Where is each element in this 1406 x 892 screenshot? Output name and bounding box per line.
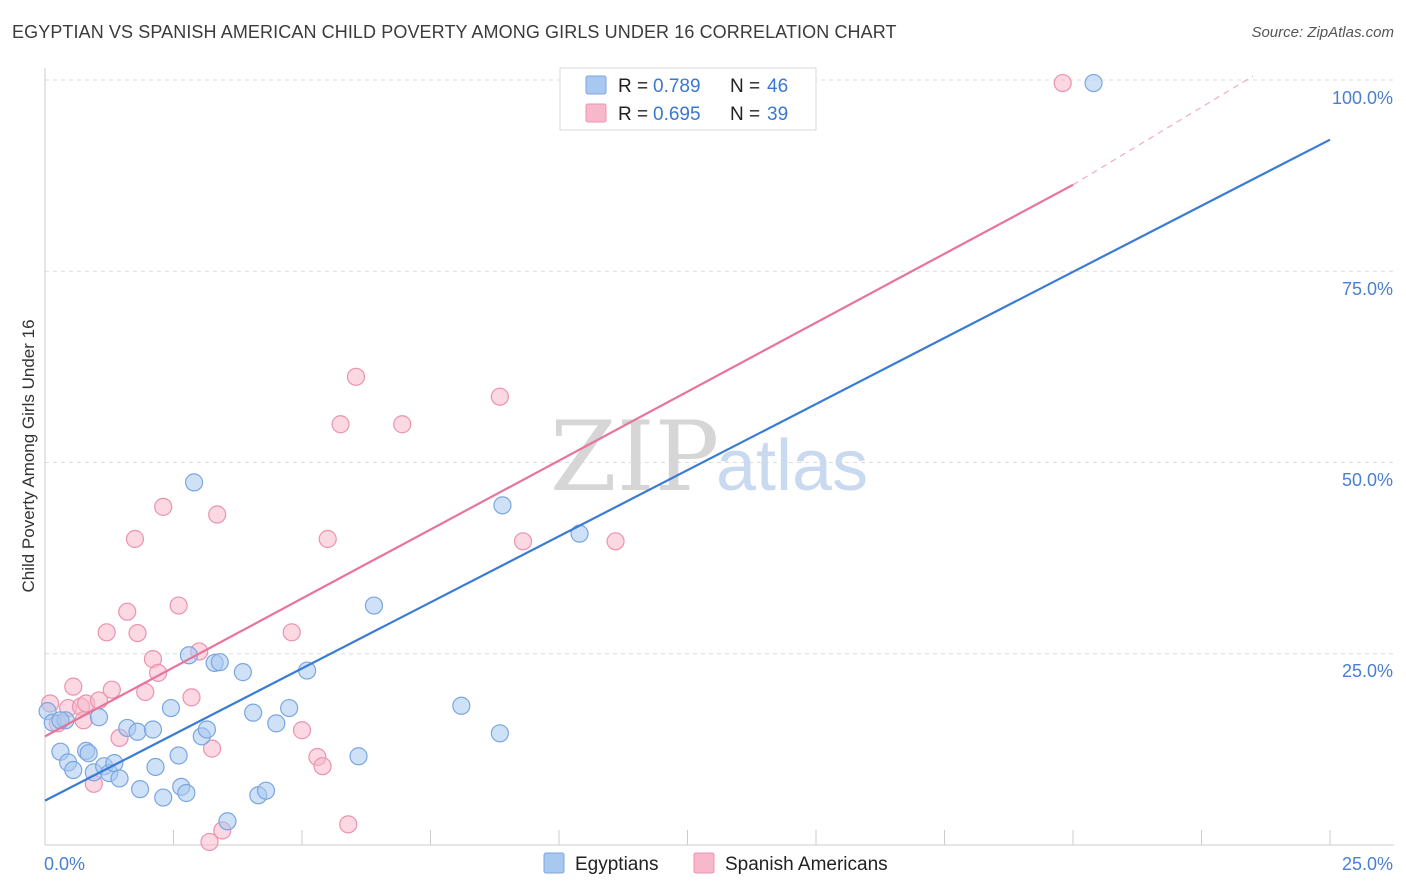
spanish-americans-point bbox=[128, 623, 147, 643]
egyptians-point bbox=[169, 746, 188, 765]
y-tick-label-100: 100.0% bbox=[1332, 88, 1393, 108]
x-tick-label-0: 0.0% bbox=[44, 854, 85, 874]
spanish-americans-point bbox=[1053, 73, 1072, 93]
egyptians-point bbox=[64, 760, 83, 780]
egyptians-point bbox=[490, 724, 509, 743]
series-spanish-americans-points bbox=[41, 73, 1072, 852]
egyptians-point bbox=[267, 714, 286, 733]
spanish-americans-point bbox=[282, 623, 301, 642]
egyptians-point bbox=[154, 788, 173, 807]
egyptians-point bbox=[210, 653, 229, 672]
y-tick-label-25: 25.0% bbox=[1342, 661, 1393, 681]
spanish-americans-point bbox=[606, 532, 625, 551]
egyptians-point bbox=[197, 720, 217, 739]
spanish-americans-point bbox=[154, 497, 173, 516]
spanish-americans-point bbox=[97, 623, 116, 642]
egyptians-point bbox=[89, 708, 109, 727]
legend-r-value-egyptians: 0.789 bbox=[653, 76, 701, 97]
y-axis-label: Child Poverty Among Girls Under 16 bbox=[19, 319, 38, 592]
egyptians-point bbox=[452, 696, 471, 715]
spanish-americans-point bbox=[74, 711, 93, 730]
spanish-americans-point bbox=[208, 505, 227, 524]
spanish-americans-point bbox=[339, 815, 358, 834]
bottom-legend-label-egyptians: Egyptians bbox=[575, 854, 658, 875]
trend-line-spanish-extension bbox=[1072, 75, 1254, 186]
spanish-americans-point bbox=[393, 415, 412, 434]
spanish-americans-point bbox=[202, 739, 222, 758]
egyptians-point bbox=[233, 663, 252, 682]
series-egyptians-points bbox=[38, 73, 1103, 831]
y-tick-label-50: 50.0% bbox=[1342, 470, 1393, 490]
spanish-americans-point bbox=[102, 680, 121, 699]
spanish-americans-point bbox=[182, 688, 201, 707]
egyptians-point bbox=[256, 781, 276, 800]
spanish-americans-point bbox=[490, 387, 509, 406]
bottom-legend-swatch-egyptians bbox=[543, 852, 565, 874]
egyptians-point bbox=[1084, 73, 1103, 93]
egyptians-point bbox=[184, 473, 204, 492]
chart-title: EGYPTIAN VS SPANISH AMERICAN CHILD POVER… bbox=[12, 22, 897, 42]
spanish-americans-point bbox=[200, 832, 219, 852]
legend-n-value-egyptians: 46 bbox=[767, 76, 788, 97]
spanish-americans-point bbox=[331, 415, 350, 434]
grid-lines bbox=[45, 79, 1394, 655]
spanish-americans-point bbox=[318, 529, 337, 549]
trend-line-spanish bbox=[44, 183, 1074, 738]
source-label: Source: ZipAtlas.com bbox=[1251, 24, 1394, 41]
legend-swatch-egyptians bbox=[585, 75, 607, 95]
spanish-americans-point bbox=[313, 757, 332, 776]
x-tick-label-25: 25.0% bbox=[1342, 854, 1393, 874]
legend-box: R = 0.789 N = 46 R = 0.695 N = 39 bbox=[559, 67, 817, 131]
egyptians-point bbox=[364, 596, 384, 615]
spanish-americans-point bbox=[64, 677, 83, 696]
trend-line-egyptians bbox=[44, 138, 1331, 802]
x-tick-marks bbox=[44, 830, 1331, 845]
legend-n-label-spanish: N = bbox=[730, 104, 760, 125]
legend-n-value-spanish: 39 bbox=[767, 104, 788, 125]
egyptians-point bbox=[128, 722, 147, 741]
egyptians-point bbox=[177, 783, 196, 803]
egyptians-point bbox=[349, 747, 368, 766]
egyptians-point bbox=[110, 769, 129, 788]
legend-r-label-spanish: R = bbox=[618, 104, 648, 125]
legend-swatch-spanish bbox=[585, 103, 607, 123]
y-tick-label-75: 75.0% bbox=[1342, 279, 1393, 299]
trend-lines bbox=[44, 75, 1331, 802]
bottom-legend-swatch-spanish bbox=[693, 852, 715, 874]
egyptians-point bbox=[161, 698, 181, 718]
spanish-americans-point bbox=[169, 596, 188, 615]
bottom-legend: Egyptians Spanish Americans bbox=[543, 852, 888, 875]
bottom-legend-label-spanish: Spanish Americans bbox=[725, 854, 888, 875]
spanish-americans-point bbox=[125, 529, 145, 549]
egyptians-point bbox=[218, 812, 237, 831]
egyptians-point bbox=[146, 757, 165, 777]
egyptians-point bbox=[493, 496, 512, 515]
egyptians-point bbox=[143, 720, 163, 739]
egyptians-point bbox=[130, 780, 150, 799]
y-tick-labels: 100.0% 75.0% 50.0% 25.0% bbox=[1332, 88, 1393, 681]
legend-r-label-egyptians: R = bbox=[618, 76, 648, 97]
egyptians-point bbox=[244, 703, 263, 722]
egyptians-point bbox=[51, 711, 70, 730]
spanish-americans-point bbox=[346, 367, 366, 386]
spanish-americans-point bbox=[513, 532, 533, 551]
legend-n-label-egyptians: N = bbox=[730, 76, 760, 97]
egyptians-point bbox=[280, 698, 299, 718]
egyptians-point bbox=[79, 744, 98, 763]
legend-r-value-spanish: 0.695 bbox=[653, 104, 701, 125]
spanish-americans-point bbox=[292, 721, 312, 740]
watermark-atlas: atlas bbox=[716, 426, 868, 506]
spanish-americans-point bbox=[118, 602, 137, 621]
